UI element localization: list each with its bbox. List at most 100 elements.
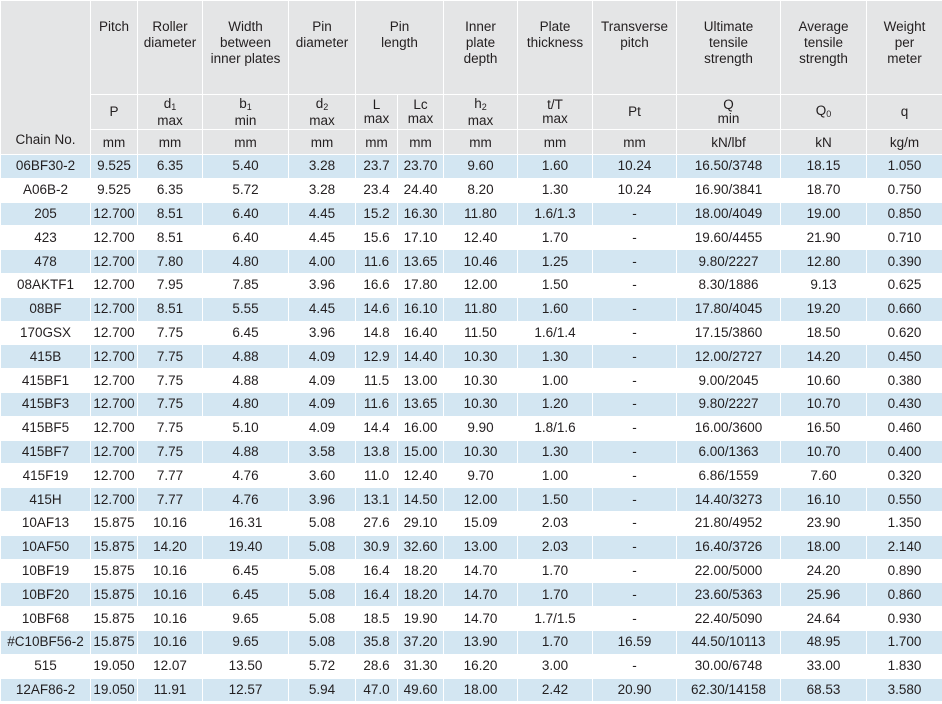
- cell: 37.20: [396, 629, 445, 655]
- data-row: 423 12.700 8.51 6.40 4.45 15.6 17.10 12.40 1.70-…: [0, 225, 942, 251]
- limit: min: [717, 111, 740, 126]
- cell: 14.8: [355, 320, 398, 346]
- cell: 4.88: [202, 439, 289, 465]
- chain-no: 10BF19: [0, 558, 91, 584]
- symbol-cell: Lc max: [396, 94, 445, 130]
- cell: 16.59: [592, 629, 678, 655]
- cell: 0.430: [866, 391, 942, 417]
- limit: max: [407, 111, 434, 126]
- cell: 9.65: [202, 629, 289, 655]
- cell: 4.76: [202, 463, 289, 489]
- symbol: Pt: [628, 104, 641, 119]
- cell: 14.50: [396, 487, 445, 512]
- column-name: Roller diameter: [137, 0, 203, 95]
- cell: 12.07: [137, 653, 203, 679]
- cell: 12.00: [443, 487, 519, 512]
- cell: 12.00: [443, 272, 519, 298]
- chain-no: 415F19: [0, 463, 91, 489]
- cell: 1.700: [866, 629, 942, 655]
- cell: 14.40/3273: [676, 487, 782, 512]
- cell: 16.10: [780, 487, 868, 512]
- cell: 5.08: [288, 629, 356, 655]
- cell: 17.80/4045: [676, 296, 782, 322]
- cell: 0.620: [866, 320, 942, 346]
- cell: 13.50: [202, 653, 289, 679]
- cell: 0.320: [866, 463, 942, 489]
- chain-no: 415BF7: [0, 439, 91, 465]
- header-row: Chain No. Pitch Roller diameter Width betwe…: [0, 0, 942, 155]
- unit: kN: [780, 129, 868, 155]
- unit: kg/m: [866, 129, 942, 155]
- limit: max: [309, 112, 335, 128]
- unit: mm: [355, 129, 398, 155]
- symbol: d: [163, 95, 172, 111]
- cell: 15.00: [396, 439, 445, 465]
- cell: 7.77: [137, 487, 203, 512]
- symbol: L: [372, 97, 381, 112]
- cell: 4.88: [202, 368, 289, 393]
- cell: 4.09: [288, 391, 356, 417]
- data-row: #C10BF56-2 15.875 10.16 9.65 5.08 35.8 37.20 13…: [0, 629, 942, 655]
- cell: 18.00/4049: [676, 201, 782, 227]
- cell: 7.75: [137, 391, 203, 417]
- cell: 18.70: [780, 177, 868, 203]
- cell: 18.00: [443, 677, 519, 703]
- cell: 10.24: [592, 177, 678, 203]
- cell: 3.96: [288, 320, 356, 346]
- cell: 0.930: [866, 606, 942, 631]
- cell: 23.7: [355, 154, 398, 179]
- cell: 0.400: [866, 439, 942, 465]
- cell: 9.525: [90, 177, 138, 203]
- cell: 10.30: [443, 391, 519, 417]
- cell: 4.45: [288, 296, 356, 322]
- unit: mm: [202, 129, 289, 155]
- cell: 9.00/2045: [676, 368, 782, 393]
- cell: 0.850: [866, 201, 942, 227]
- cell: 13.90: [443, 629, 519, 655]
- cell: 15.875: [90, 629, 138, 655]
- cell: 4.45: [288, 225, 356, 251]
- cell: 12.9: [355, 344, 398, 370]
- cell: 12.700: [90, 415, 138, 441]
- cell: 16.50: [780, 415, 868, 441]
- cell: 13.00: [396, 368, 445, 393]
- data-row: 170GSX 12.700 7.75 6.45 3.96 14.8 16.40 11.50 1.…: [0, 320, 942, 346]
- table-body: 06BF30-2 9.525 6.35 5.40 3.28 23.7 23.70 9.60 1.…: [0, 154, 942, 703]
- cell: 6.45: [202, 320, 289, 346]
- unit: mm: [137, 129, 203, 155]
- data-row: 478 12.700 7.80 4.80 4.00 11.6 13.65 10.46 1.25-…: [0, 249, 942, 274]
- limit: max: [467, 112, 494, 128]
- cell: 5.72: [288, 653, 356, 679]
- cell: 2.42: [517, 677, 594, 703]
- cell: 11.91: [137, 677, 203, 703]
- chain-no: 415BF5: [0, 415, 91, 441]
- cell: 0.380: [866, 368, 942, 393]
- cell: 22.40/5090: [676, 606, 782, 631]
- cell: 1.00: [517, 368, 594, 393]
- cell: 14.40: [396, 344, 445, 370]
- cell: 3.96: [288, 272, 356, 298]
- cell: -: [592, 606, 678, 631]
- symbol-cell: h2 max: [443, 94, 519, 130]
- cell: 29.10: [396, 510, 445, 536]
- cell: -: [592, 368, 678, 393]
- chain-no: 515: [0, 653, 91, 679]
- cell: 6.40: [202, 225, 289, 251]
- cell: -: [592, 344, 678, 370]
- cell: 14.20: [137, 534, 203, 560]
- data-row: 10AF50 15.875 14.20 19.40 5.08 30.9 32.60 13.00…: [0, 534, 942, 560]
- cell: 6.45: [202, 582, 289, 608]
- symbol-cell: b1 min: [202, 94, 289, 130]
- cell: 12.700: [90, 344, 138, 370]
- cell: 47.0: [355, 677, 398, 703]
- cell: 1.00: [517, 463, 594, 489]
- chain-no: 06BF30-2: [0, 154, 91, 179]
- cell: 19.050: [90, 653, 138, 679]
- cell: 20.90: [592, 677, 678, 703]
- cell: 30.9: [355, 534, 398, 560]
- cell: 11.50: [443, 320, 519, 346]
- cell: 5.94: [288, 677, 356, 703]
- cell: 0.890: [866, 558, 942, 584]
